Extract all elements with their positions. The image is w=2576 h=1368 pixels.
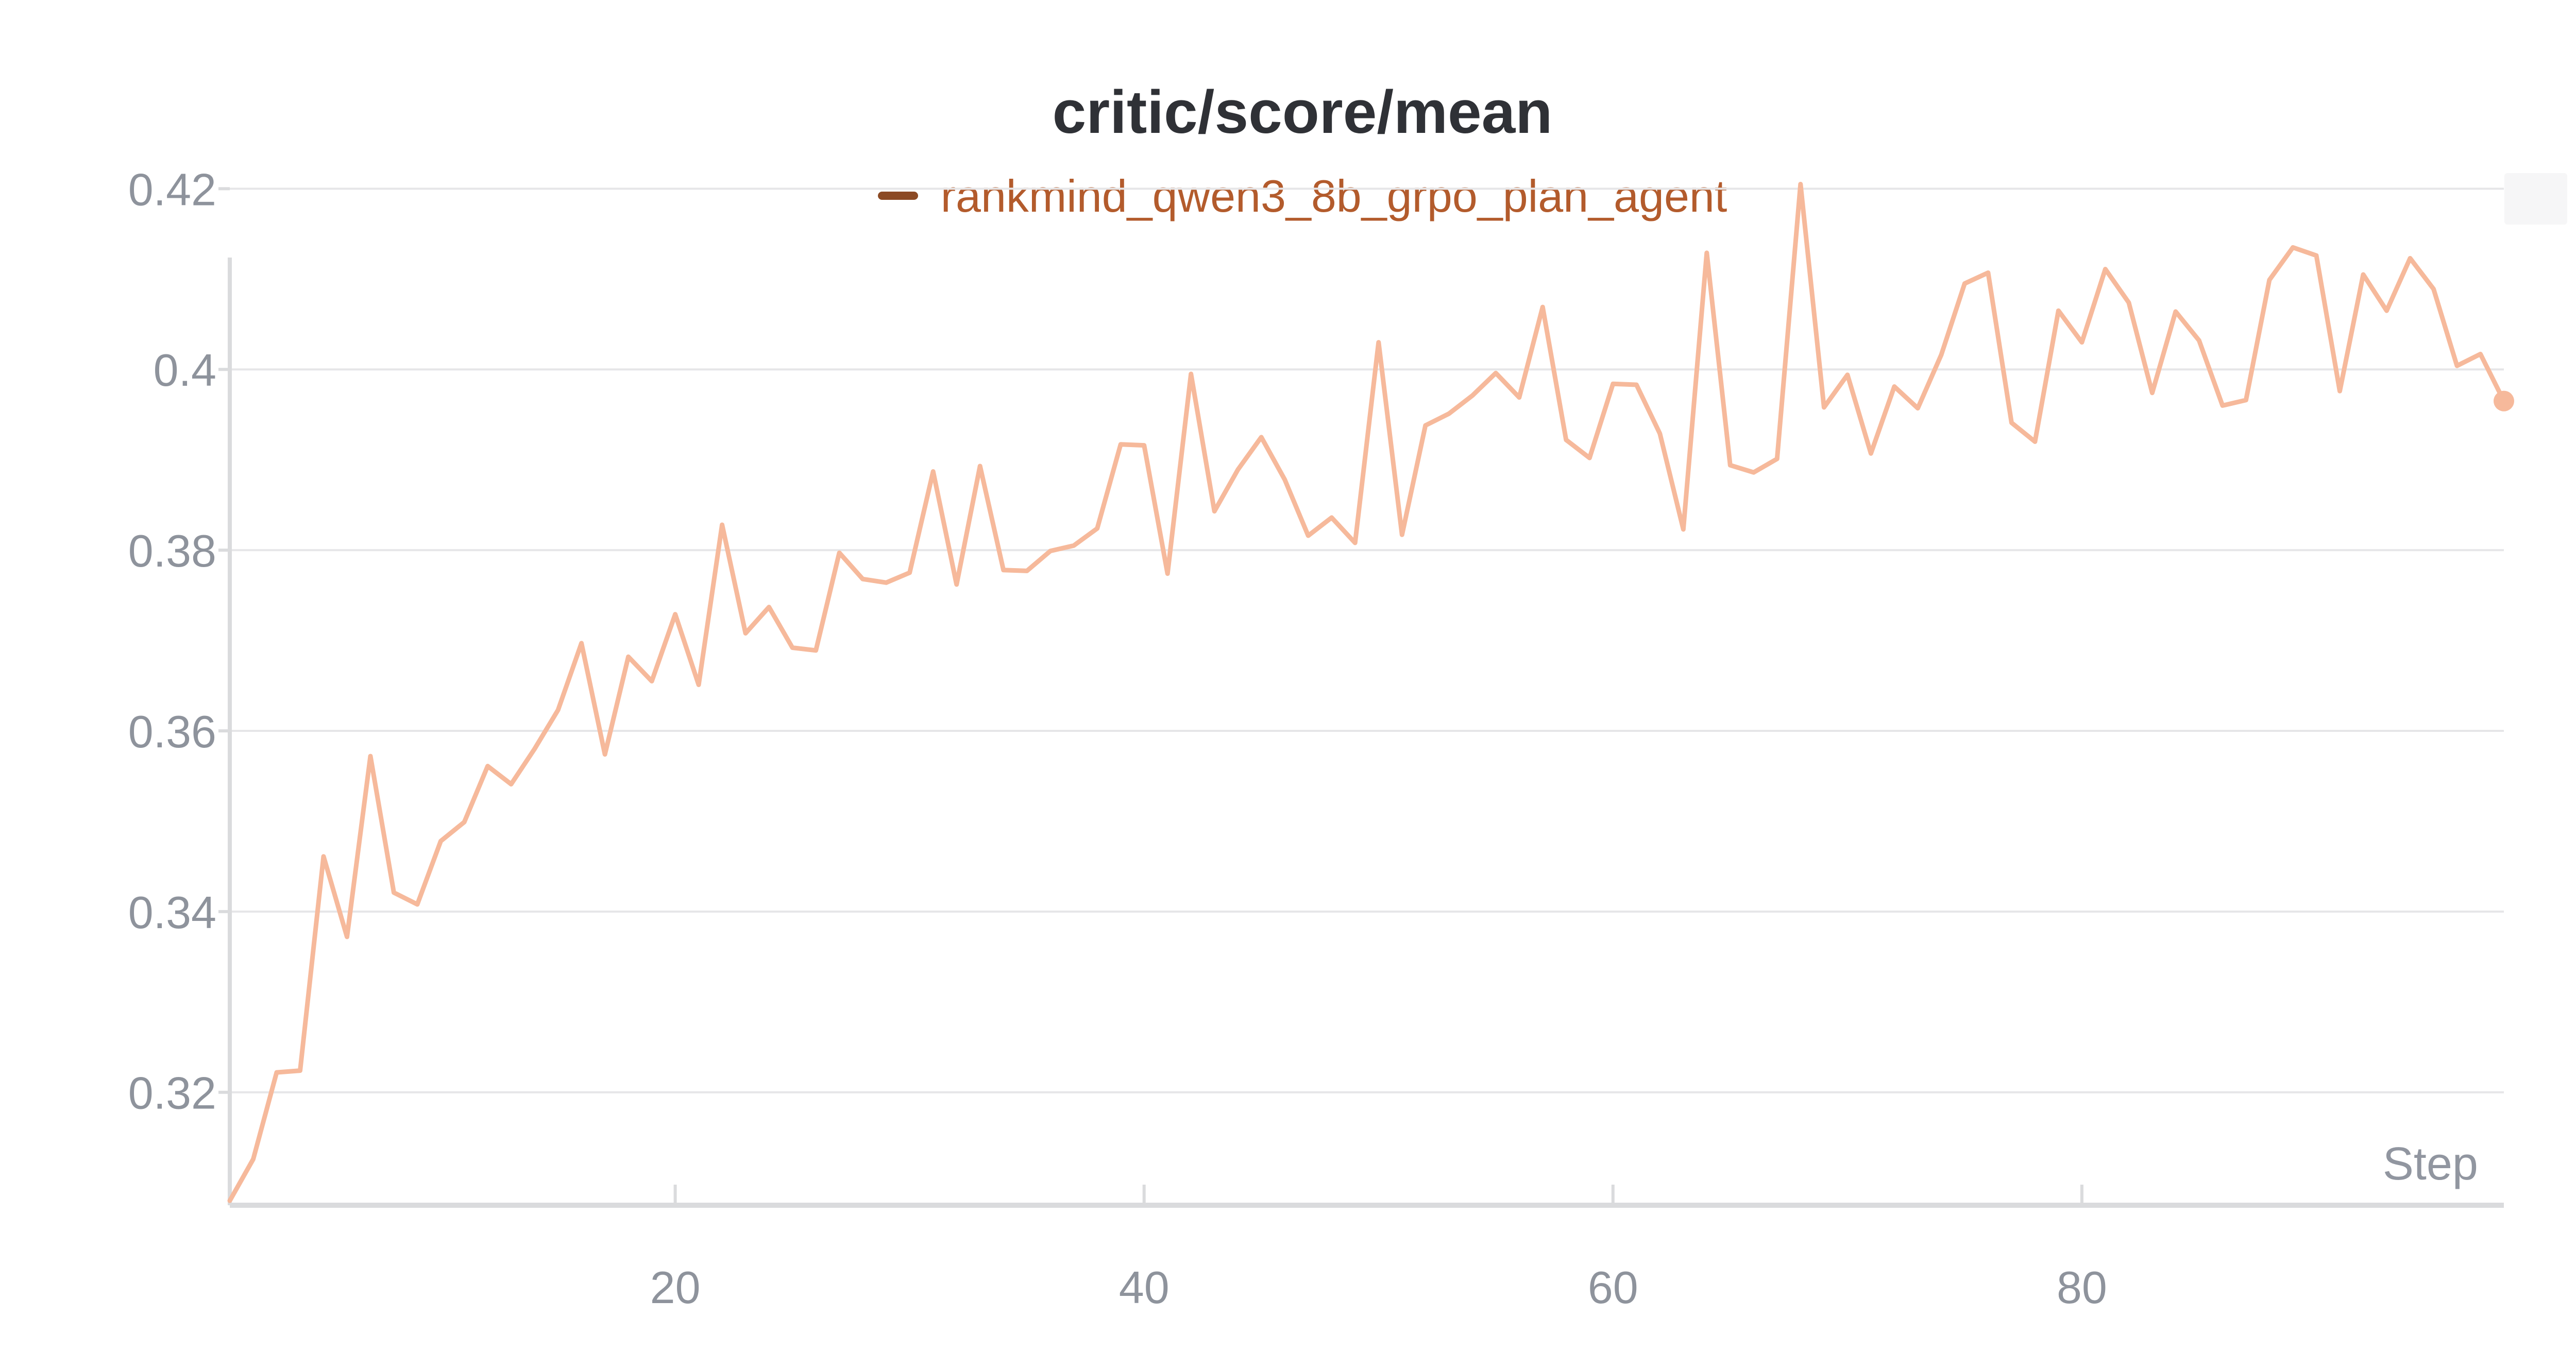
x-tick-label: 40 xyxy=(1119,1262,1170,1313)
y-tick-label: 0.32 xyxy=(128,1068,216,1119)
y-tick-label: 0.38 xyxy=(128,525,216,576)
legend-entry-label[interactable]: rankmind_qwen3_8b_grpo_plan_agent xyxy=(940,170,1727,221)
x-tick-label: 60 xyxy=(1588,1262,1638,1313)
tick-labels: 0.32 0.34 0.36 0.38 0.4 0.42 20 40 60 80 xyxy=(128,164,2107,1313)
series-layer xyxy=(227,182,2514,1203)
x-tick-label: 80 xyxy=(2057,1262,2107,1313)
legend: rankmind_qwen3_8b_grpo_plan_agent xyxy=(0,170,2576,223)
x-axis-label: Step xyxy=(2383,1138,2478,1190)
y-tick-label: 0.42 xyxy=(128,164,216,215)
y-tick-label: 0.4 xyxy=(154,345,216,396)
gridlines xyxy=(230,187,2504,1093)
series-line xyxy=(227,182,2506,1203)
legend-swatch xyxy=(877,191,918,200)
chart-title: critic/score/mean xyxy=(1052,78,1553,146)
y-tick-label: 0.36 xyxy=(128,706,216,757)
panel-toolbar-placeholder xyxy=(2504,173,2567,225)
x-tick-label: 20 xyxy=(650,1262,701,1313)
series-end-point xyxy=(2494,390,2514,412)
axes xyxy=(218,187,2504,1208)
y-tick-label: 0.34 xyxy=(128,887,216,938)
